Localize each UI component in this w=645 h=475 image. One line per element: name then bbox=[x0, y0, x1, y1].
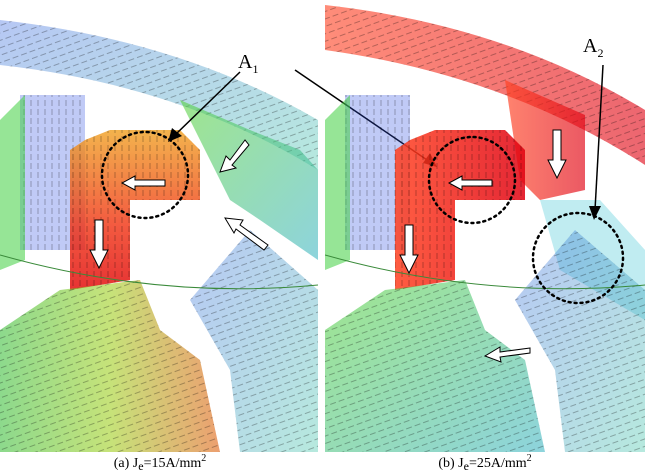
caption-text: =15A/mm bbox=[144, 456, 202, 471]
pole bbox=[325, 95, 350, 270]
panel-b: A2 bbox=[325, 5, 645, 452]
label-sub: 1 bbox=[252, 62, 258, 76]
region-label: A1 bbox=[238, 51, 258, 76]
figure: A1 A2 (a) Je=15A/ bbox=[0, 0, 645, 475]
pole bbox=[0, 95, 25, 270]
vector-field bbox=[325, 280, 545, 452]
caption-text: (b) J bbox=[438, 456, 464, 471]
caption-sup: 2 bbox=[201, 453, 206, 464]
caption: (b) Je=25A/mm2 bbox=[438, 453, 531, 473]
caption-text: (a) J bbox=[114, 456, 139, 471]
vector-field bbox=[0, 280, 220, 452]
label-text: A bbox=[583, 35, 598, 57]
caption-sup: 2 bbox=[527, 453, 532, 464]
label-sub: 2 bbox=[597, 46, 603, 60]
caption: (a) Je=15A/mm2 bbox=[114, 453, 207, 473]
region-label: A2 bbox=[583, 35, 603, 60]
caption-text: =25A/mm bbox=[469, 456, 527, 471]
vector-field bbox=[70, 130, 200, 290]
label-text: A bbox=[238, 51, 253, 73]
